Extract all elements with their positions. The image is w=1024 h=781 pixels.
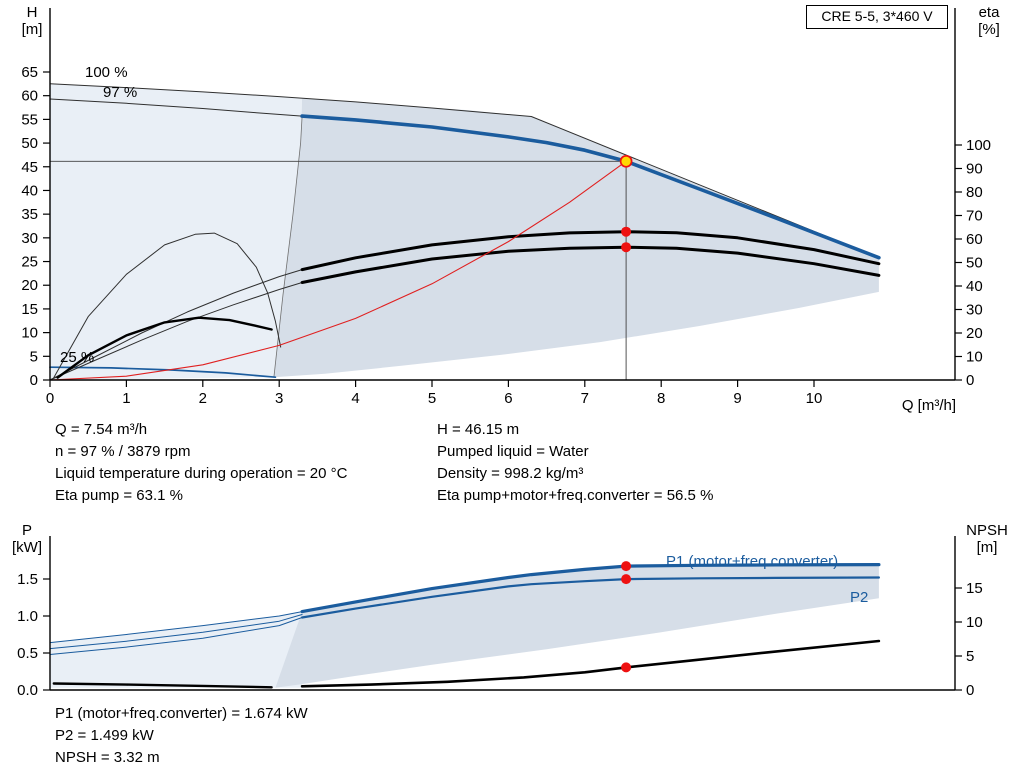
- svg-text:5: 5: [428, 390, 436, 407]
- duty-readout-col2: H = 46.15 m Pumped liquid = Water Densit…: [437, 419, 713, 507]
- p-axis-symbol: P: [21, 522, 32, 539]
- readout-line: Density = 998.2 kg/m³: [437, 465, 584, 482]
- npsh-axis-title: NPSH [m]: [956, 522, 1018, 556]
- chart-axes: 0510152025303540455055606501020304050607…: [17, 8, 991, 699]
- svg-text:20: 20: [21, 277, 38, 294]
- svg-text:35: 35: [21, 206, 38, 223]
- npsh-axis-unit: [m]: [976, 539, 998, 556]
- svg-text:45: 45: [21, 159, 38, 176]
- speed-label-25: 25 %: [60, 349, 95, 366]
- svg-text:50: 50: [21, 135, 38, 152]
- p-axis-unit: [kW]: [12, 539, 42, 556]
- svg-text:15: 15: [966, 580, 983, 597]
- svg-text:10: 10: [21, 325, 38, 342]
- svg-text:10: 10: [806, 390, 823, 407]
- readout-line: NPSH = 3.32 m: [55, 749, 160, 766]
- svg-text:5: 5: [966, 648, 974, 665]
- svg-text:30: 30: [21, 230, 38, 247]
- svg-text:30: 30: [966, 302, 983, 319]
- pump-model-label: CRE 5-5, 3*460 V: [821, 8, 933, 24]
- svg-text:7: 7: [581, 390, 589, 407]
- readout-line: H = 46.15 m: [437, 421, 520, 438]
- svg-text:70: 70: [966, 208, 983, 225]
- svg-text:60: 60: [966, 231, 983, 248]
- svg-text:1: 1: [122, 390, 130, 407]
- svg-text:0: 0: [30, 372, 38, 389]
- svg-text:0.0: 0.0: [17, 682, 38, 699]
- readout-line: Liquid temperature during operation = 20…: [55, 465, 348, 482]
- duty-readout-col1: Q = 7.54 m³/h n = 97 % / 3879 rpm Liquid…: [55, 419, 347, 507]
- power-npsh-chart[interactable]: [49, 561, 881, 689]
- hq-efficiency-chart[interactable]: [49, 83, 881, 381]
- svg-text:80: 80: [966, 184, 983, 201]
- svg-text:10: 10: [966, 614, 983, 631]
- svg-text:25: 25: [21, 254, 38, 271]
- svg-text:2: 2: [199, 390, 207, 407]
- readout-line: n = 97 % / 3879 rpm: [55, 443, 191, 460]
- pump-model-box: CRE 5-5, 3*460 V: [806, 5, 948, 29]
- svg-text:50: 50: [966, 255, 983, 272]
- svg-text:4: 4: [351, 390, 359, 407]
- svg-text:0: 0: [966, 372, 974, 389]
- svg-text:0: 0: [46, 390, 54, 407]
- p-axis-title: P [kW]: [2, 522, 52, 556]
- svg-text:65: 65: [21, 64, 38, 81]
- speed-label-97: 97 %: [103, 84, 138, 101]
- eta-axis-unit: [%]: [978, 21, 1000, 38]
- svg-text:8: 8: [657, 390, 665, 407]
- svg-text:9: 9: [733, 390, 741, 407]
- svg-text:60: 60: [21, 88, 38, 105]
- eta-axis-symbol: eta: [978, 4, 1000, 21]
- readout-line: Pumped liquid = Water: [437, 443, 589, 460]
- readout-line: P1 (motor+freq.converter) = 1.674 kW: [55, 705, 308, 722]
- p1-curve-label: P1 (motor+freq.converter): [666, 553, 839, 570]
- svg-text:0.5: 0.5: [17, 645, 38, 662]
- q-axis-title: Q [m³/h]: [901, 397, 956, 414]
- eta-axis-title: eta [%]: [962, 4, 1016, 38]
- power-readout-block: P1 (motor+freq.converter) = 1.674 kW P2 …: [55, 703, 308, 769]
- svg-text:0: 0: [966, 682, 974, 699]
- readout-line: P2 = 1.499 kW: [55, 727, 154, 744]
- p2-curve-label: P2: [850, 589, 869, 606]
- svg-text:1.5: 1.5: [17, 571, 38, 588]
- svg-text:55: 55: [21, 111, 38, 128]
- h-axis-unit: [m]: [21, 21, 43, 38]
- svg-text:5: 5: [30, 348, 38, 365]
- svg-text:15: 15: [21, 301, 38, 318]
- h-axis-symbol: H: [26, 4, 38, 21]
- svg-text:40: 40: [966, 278, 983, 295]
- svg-text:10: 10: [966, 349, 983, 366]
- npsh-axis-symbol: NPSH: [966, 522, 1008, 539]
- h-axis-title: H [m]: [10, 4, 54, 38]
- svg-text:100: 100: [966, 137, 991, 154]
- svg-text:3: 3: [275, 390, 283, 407]
- svg-text:1.0: 1.0: [17, 608, 38, 625]
- readout-line: Eta pump+motor+freq.converter = 56.5 %: [437, 487, 714, 504]
- svg-text:20: 20: [966, 325, 983, 342]
- svg-text:90: 90: [966, 161, 983, 178]
- svg-text:40: 40: [21, 182, 38, 199]
- readout-line: Eta pump = 63.1 %: [55, 487, 183, 504]
- speed-label-100: 100 %: [85, 64, 128, 81]
- svg-text:6: 6: [504, 390, 512, 407]
- readout-line: Q = 7.54 m³/h: [55, 421, 148, 438]
